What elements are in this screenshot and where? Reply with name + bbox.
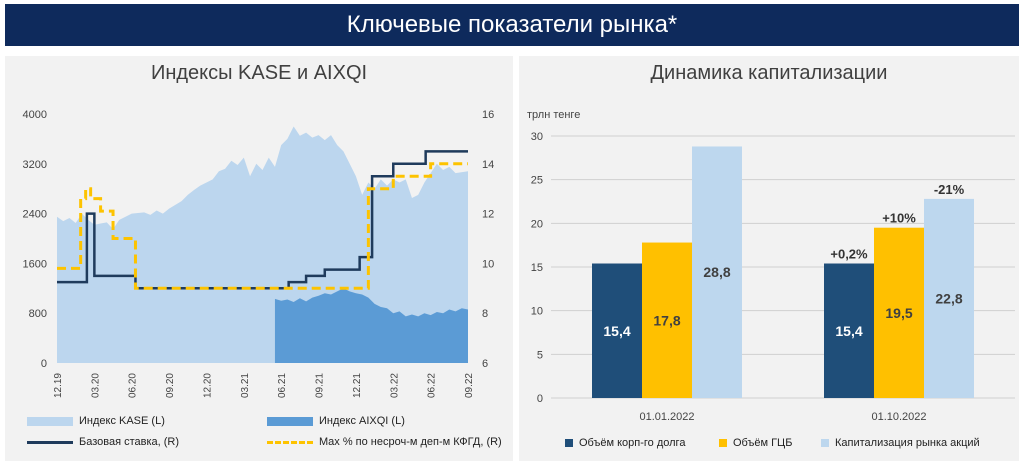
y-left-tick-label: 4000	[23, 109, 47, 121]
page-title: Ключевые показатели рынка*	[346, 11, 678, 38]
y-right-tick-label: 14	[482, 159, 494, 171]
x-tick-label: 09.22	[464, 373, 475, 398]
y-right-tick-label: 16	[482, 109, 494, 121]
legend-base-rate: Базовая ставка, (R)	[27, 436, 179, 448]
y-left-tick-label: 800	[29, 308, 47, 320]
bar-value-label: 17,8	[653, 312, 680, 328]
legend-gcb-label: Объём ГЦБ	[733, 437, 793, 449]
bar-value-label: 15,4	[835, 323, 862, 339]
legend-aixqi-label: Индекс AIXQI (L)	[319, 415, 405, 427]
capitalization-chart: трлн тенге 30 25 20 15 10 5 0 15,4 17,8 28,8 01.01.…	[527, 109, 1015, 423]
capitalization-chart-panel: Динамика капитализации трлн тенге 30 25 20 1…	[519, 56, 1019, 461]
y-left-tick-label: 1600	[23, 258, 47, 270]
capitalization-chart-title: Динамика капитализации	[650, 62, 888, 84]
x-tick-label: 06.20	[128, 373, 139, 398]
change-label: +0,2%	[830, 247, 868, 262]
y-tick-label: 15	[531, 262, 543, 274]
y-axis-label: трлн тенге	[527, 109, 580, 121]
x-tick-label: 12.20	[202, 373, 213, 398]
x-tick-label: 06.21	[277, 373, 288, 398]
x-tick-label: 03.20	[90, 373, 101, 398]
max-rate-line	[57, 162, 468, 290]
legend-corp-debt-label: Объём корп-го долга	[579, 437, 686, 449]
bar-value-label: 22,8	[935, 290, 962, 306]
x-category-label: 01.01.2022	[639, 411, 694, 423]
y-right-tick-label: 8	[482, 308, 488, 320]
bar-value-label: 15,4	[603, 323, 630, 339]
y-left-tick-label: 2400	[23, 209, 47, 221]
y-tick-label: 30	[531, 131, 543, 143]
legend-kase: Индекс KASE (L)	[27, 415, 165, 427]
page-title-banner: Ключевые показатели рынка*	[5, 4, 1019, 46]
y-right-tick-label: 12	[482, 209, 494, 221]
legend-base-rate-swatch	[27, 440, 73, 444]
capitalization-bar	[924, 198, 974, 398]
aixqi-area	[274, 288, 468, 363]
gcb-bar	[874, 227, 924, 398]
legend-corp-debt: Объём корп-го долга	[565, 437, 685, 449]
legend-kase-label: Индекс KASE (L)	[79, 415, 165, 427]
x-tick-label: 03.22	[389, 373, 400, 398]
indices-chart-title: Индексы KASE и AIXQI	[150, 62, 368, 84]
x-tick-label: 06.22	[427, 373, 438, 398]
y-left-tick-label: 3200	[23, 159, 47, 171]
indices-chart: 4000 3200 2400 1600 800 0 16 14 12 10 8 6 12.19 03.20…	[23, 109, 495, 398]
legend-corp-debt-swatch	[565, 439, 573, 447]
x-category-label: 01.10.2022	[871, 411, 926, 423]
y-tick-label: 0	[537, 393, 543, 405]
y-left-tick-label: 0	[41, 358, 47, 370]
gcb-bar	[642, 242, 692, 398]
x-tick-label: 09.20	[165, 373, 176, 398]
legend-gcb: Объём ГЦБ	[719, 437, 792, 449]
legend-max-rate-label: Max % по несроч-м деп-м КФГД, (R)	[319, 436, 502, 448]
legend-aixqi-swatch	[267, 416, 313, 426]
y-tick-label: 10	[531, 306, 543, 318]
legend-base-rate-label: Базовая ставка, (R)	[79, 436, 180, 448]
x-tick-label: 12.19	[53, 373, 64, 398]
bar-value-label: 28,8	[703, 264, 730, 280]
y-tick-label: 25	[531, 175, 543, 187]
y-tick-label: 5	[537, 349, 543, 361]
legend-capitalization: Капитализация рынка акций	[821, 437, 980, 449]
x-tick-label: 03.21	[240, 373, 251, 398]
legend-max-rate: Max % по несроч-м деп-м КФГД, (R)	[267, 436, 502, 448]
legend-capitalization-swatch	[821, 439, 829, 447]
legend-kase-swatch	[27, 416, 73, 426]
legend-gcb-swatch	[719, 439, 727, 447]
legend-aixqi: Индекс AIXQI (L)	[267, 415, 405, 427]
bar-value-label: 19,5	[885, 305, 912, 321]
x-tick-label: 09.21	[315, 373, 326, 398]
base-rate-line	[57, 150, 468, 290]
y-tick-label: 20	[531, 218, 543, 230]
indices-chart-panel: Индексы KASE и AIXQI 4000 3200 2400 1600 800…	[5, 56, 513, 461]
corp-debt-bar	[592, 263, 642, 398]
capitalization-bar	[692, 146, 742, 398]
y-right-tick-label: 6	[482, 358, 488, 370]
legend-max-rate-swatch	[267, 440, 313, 444]
change-label: -21%	[934, 182, 965, 197]
change-label: +10%	[882, 211, 916, 226]
legend-capitalization-label: Капитализация рынка акций	[835, 437, 980, 449]
corp-debt-bar	[824, 263, 874, 398]
y-right-tick-label: 10	[482, 258, 494, 270]
x-tick-label: 12.21	[352, 373, 363, 398]
